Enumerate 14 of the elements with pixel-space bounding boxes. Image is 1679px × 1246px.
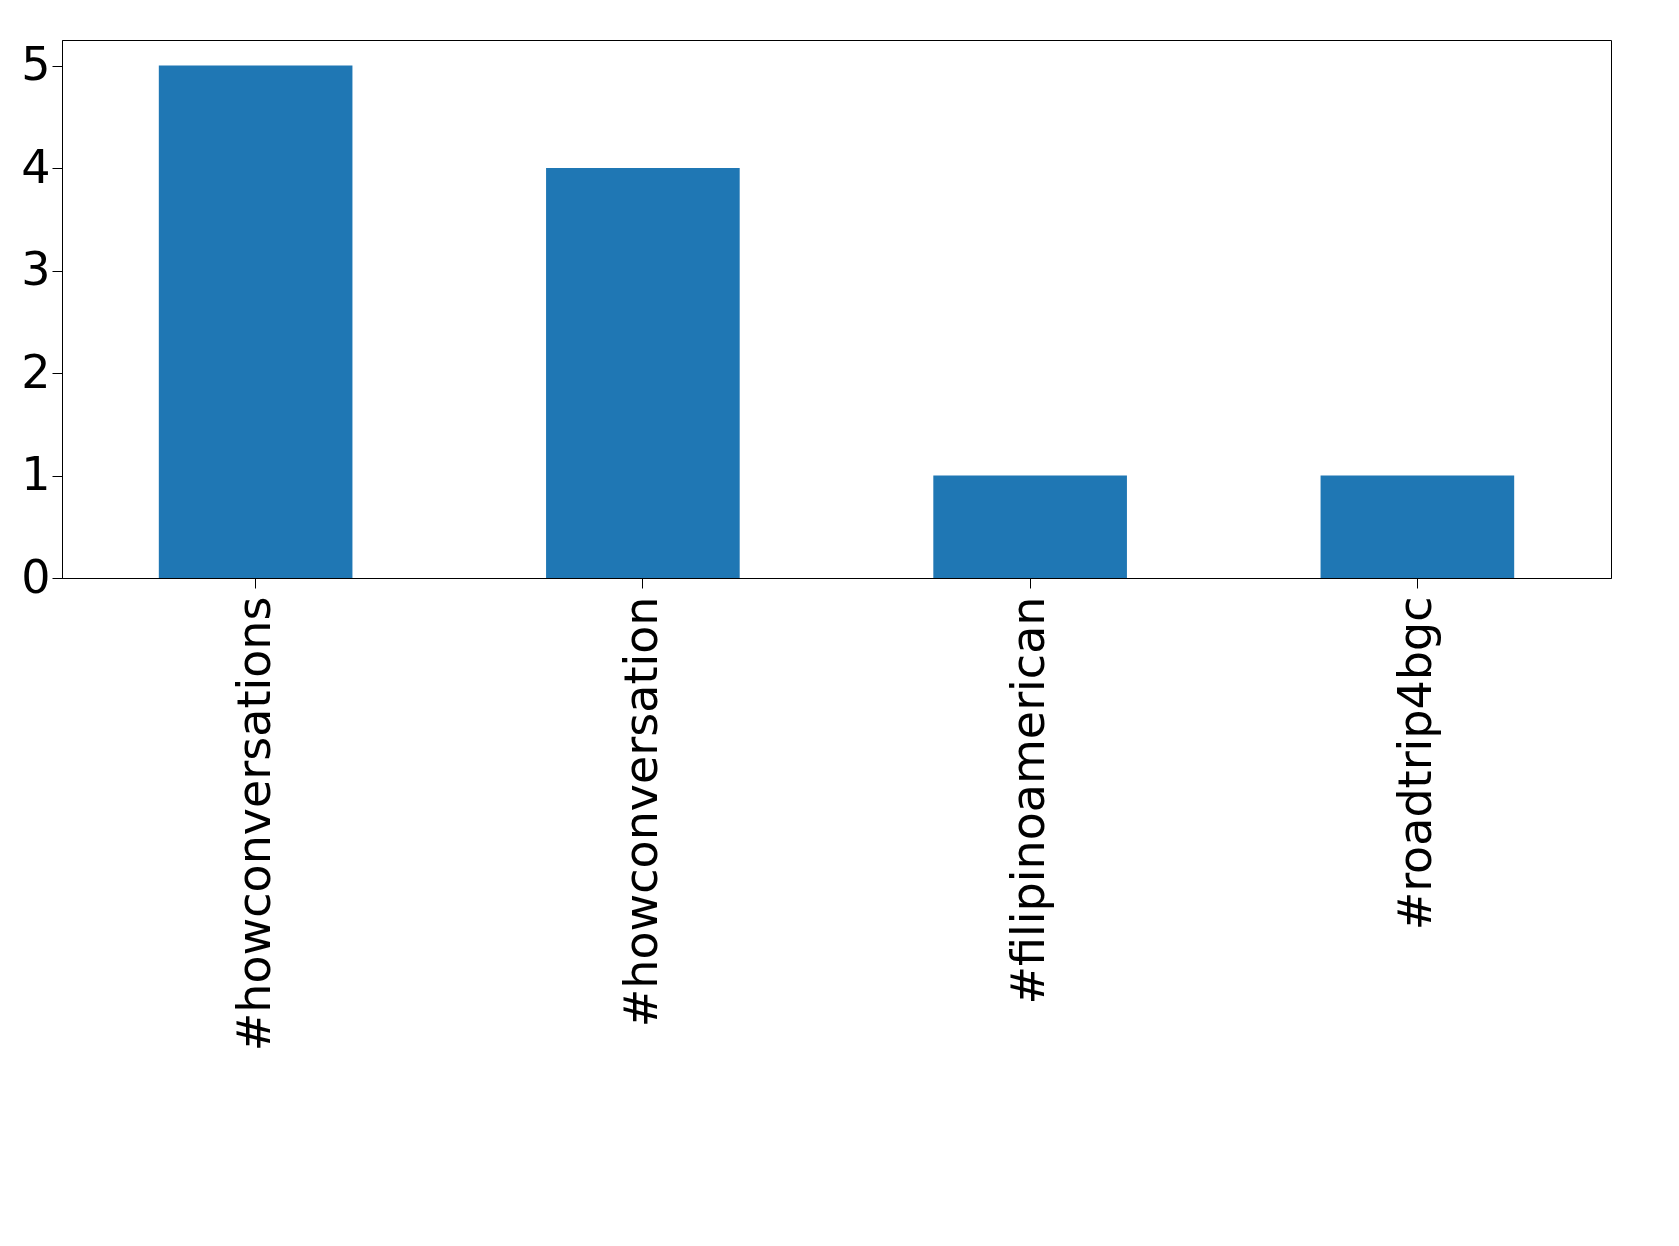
y-tick-label: 4 bbox=[21, 139, 51, 194]
bar bbox=[933, 475, 1127, 578]
y-tick-label: 1 bbox=[21, 447, 51, 502]
x-tick-label: #roadtrip4bgc bbox=[1388, 596, 1443, 931]
y-tick-label: 0 bbox=[21, 549, 51, 604]
y-tick-label: 2 bbox=[21, 344, 51, 399]
bar bbox=[1320, 475, 1515, 578]
x-tick-label: #filipinoamerican bbox=[1001, 596, 1056, 1005]
y-tick-label: 5 bbox=[21, 37, 51, 92]
bar bbox=[546, 168, 740, 578]
x-tick-label: #howconversations bbox=[226, 596, 281, 1052]
x-tick-label: #howconversation bbox=[613, 596, 668, 1028]
bar bbox=[158, 65, 353, 578]
y-tick-label: 3 bbox=[21, 242, 51, 297]
